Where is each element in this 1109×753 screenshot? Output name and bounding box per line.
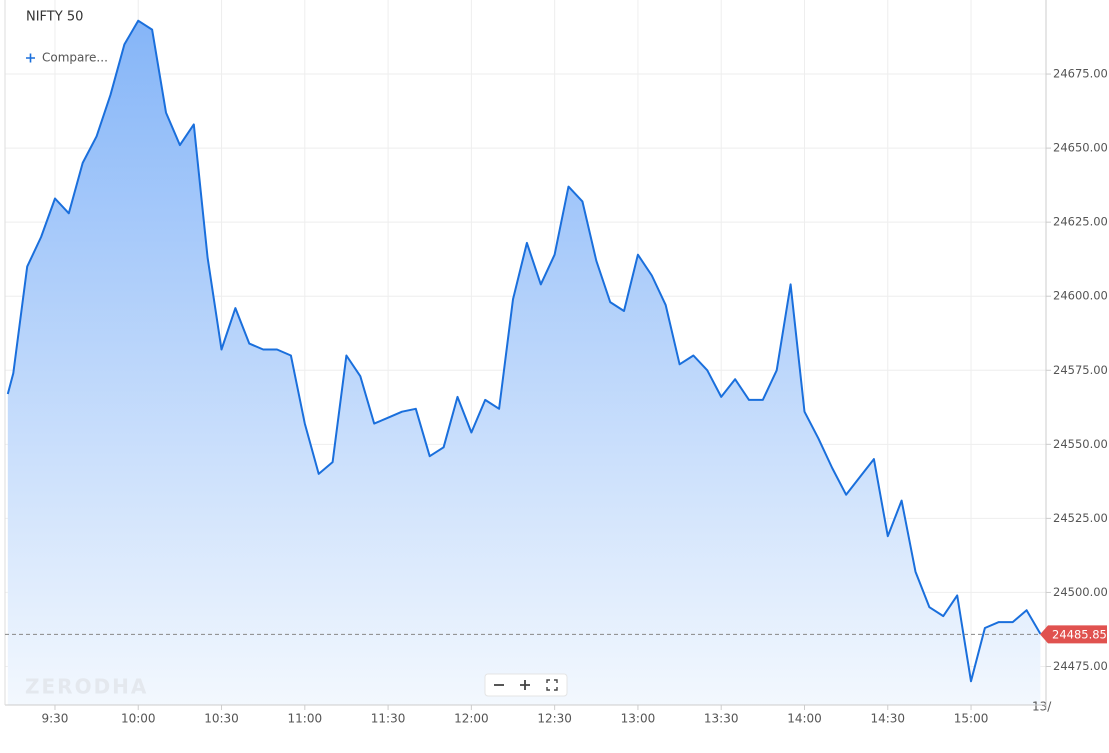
chart-title: NIFTY 50 [26, 10, 83, 25]
y-tick-label: 24675.00 [1053, 67, 1108, 81]
zoom-controls [484, 673, 568, 697]
x-tick-label: 13:00 [621, 712, 656, 726]
price-line [6, 19, 1042, 683]
x-tick-label: 11:00 [288, 712, 323, 726]
x-tick-label: 9:30 [41, 712, 68, 726]
x-tick-label: 15:00 [954, 712, 989, 726]
fullscreen[interactable] [546, 679, 558, 691]
x-tick-label: 13:30 [704, 712, 739, 726]
watermark: ZERODHA [25, 675, 148, 699]
x-tick-label: 14:00 [787, 712, 822, 726]
y-tick-label: 24650.00 [1053, 141, 1108, 155]
last-price-label: 24485.85 [1052, 627, 1107, 641]
y-tick-label: 24550.00 [1053, 437, 1108, 451]
x-tick-label: 10:00 [121, 712, 156, 726]
x-tick-label: 14:30 [870, 712, 905, 726]
plus-icon [26, 53, 35, 63]
x-tick-label: 12:30 [537, 712, 572, 726]
plot [6, 19, 1042, 705]
y-tick-label: 24575.00 [1053, 363, 1108, 377]
y-tick-label: 24600.00 [1053, 289, 1108, 303]
x-tick-label: 10:30 [204, 712, 239, 726]
area-fill [7, 20, 1041, 705]
compare-button[interactable]: Compare... [26, 51, 108, 65]
y-tick-label: 24500.00 [1053, 585, 1108, 599]
x-tick-label: 12:00 [454, 712, 489, 726]
compare-label[interactable]: Compare... [42, 51, 108, 65]
y-tick-label: 24625.00 [1053, 215, 1108, 229]
y-tick-label: 24475.00 [1053, 659, 1108, 673]
zoom-in[interactable] [520, 680, 530, 690]
y-tick-label: 24525.00 [1053, 511, 1108, 525]
last-price-badge [1040, 625, 1107, 644]
x-edge-label: 13/ [1032, 700, 1052, 714]
x-tick-label: 11:30 [371, 712, 406, 726]
